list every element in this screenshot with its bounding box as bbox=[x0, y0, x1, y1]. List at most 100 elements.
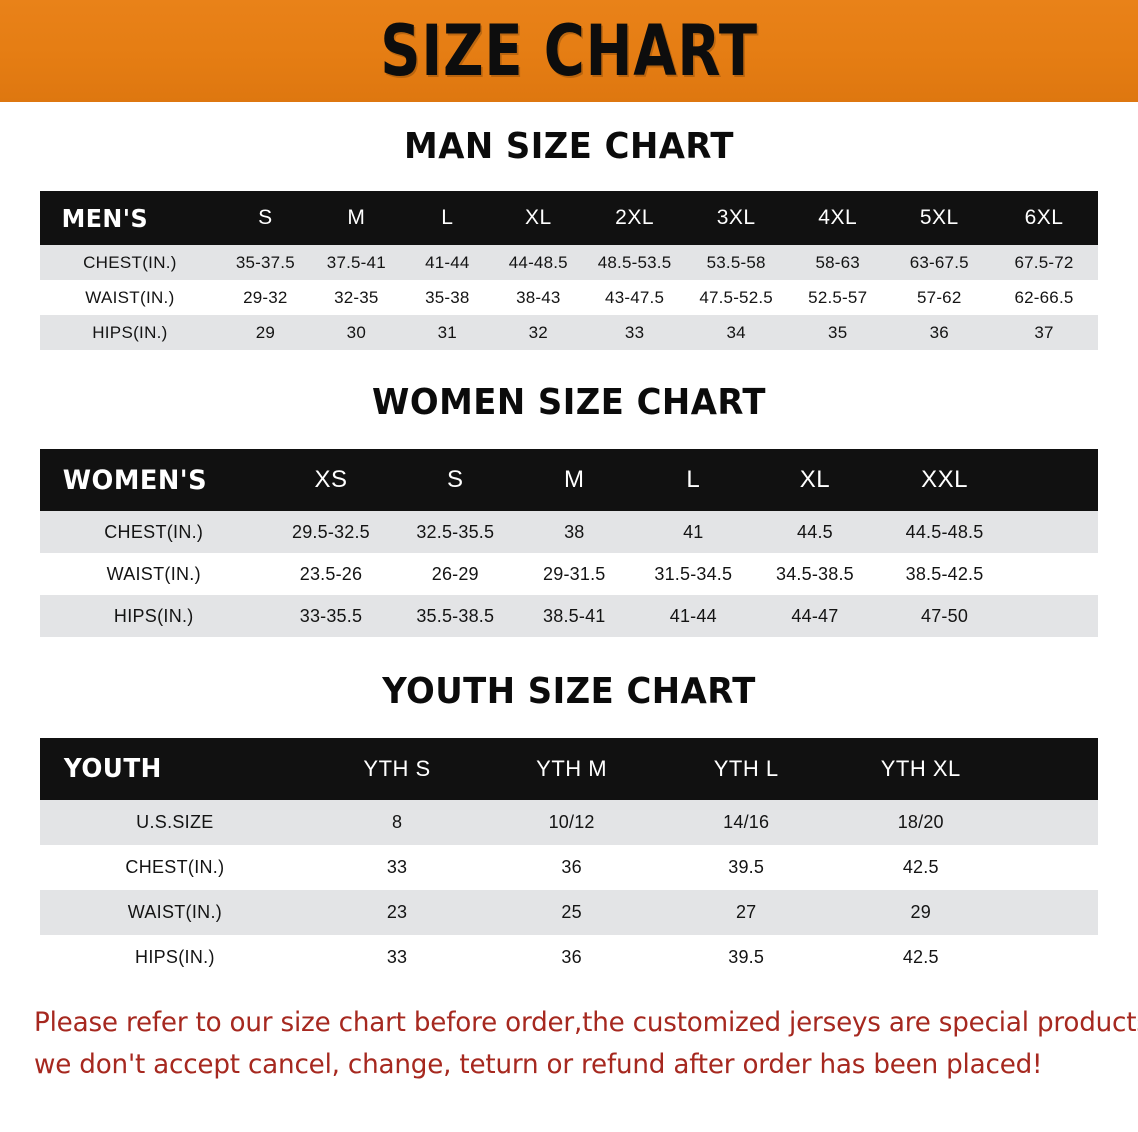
man-cell: 29 bbox=[255, 322, 275, 342]
table-row: HIPS(IN.) 29 30 31 32 33 34 35 36 37 bbox=[40, 315, 1098, 350]
women-cell: 32.5-35.5 bbox=[416, 521, 495, 542]
women-section-title: WOMEN SIZE CHART bbox=[372, 382, 766, 423]
man-cell: 52.5-57 bbox=[808, 287, 868, 307]
man-cell: 29-32 bbox=[243, 287, 288, 307]
youth-cell: 33 bbox=[386, 857, 408, 877]
women-cell-empty bbox=[1013, 511, 1098, 553]
women-cell: 38.5-41 bbox=[543, 605, 606, 626]
man-cell: 33 bbox=[624, 322, 645, 342]
table-row: WAIST(IN.) 23.5-26 26-29 29-31.5 31.5-34… bbox=[40, 553, 1098, 595]
women-cell-empty bbox=[1013, 553, 1098, 595]
women-col-header: S bbox=[447, 466, 464, 493]
man-cell: 57-62 bbox=[917, 287, 962, 307]
youth-cell: 14/16 bbox=[723, 812, 770, 832]
man-col-header: 4XL bbox=[818, 206, 858, 229]
man-section-title: MAN SIZE CHART bbox=[404, 126, 734, 167]
youth-col-header-empty bbox=[1008, 738, 1098, 800]
youth-cell: 29 bbox=[910, 902, 931, 922]
women-cell-empty bbox=[1013, 595, 1098, 637]
women-row-label: CHEST(IN.) bbox=[104, 521, 204, 542]
youth-cell: 42.5 bbox=[902, 857, 939, 877]
youth-section-title: YOUTH SIZE CHART bbox=[382, 671, 756, 712]
man-size-table: MEN'S S M L XL 2XL 3XL 4XL 5XL 6XL CHEST… bbox=[40, 191, 1098, 350]
women-cell: 31.5-34.5 bbox=[654, 563, 733, 584]
youth-row-label: WAIST(IN.) bbox=[127, 902, 223, 922]
youth-cell-empty bbox=[1008, 890, 1098, 935]
man-col-header: 5XL bbox=[919, 206, 959, 229]
man-cell: 36 bbox=[929, 322, 949, 342]
youth-cell: 42.5 bbox=[902, 947, 939, 967]
man-row-label: HIPS(IN.) bbox=[92, 322, 168, 342]
man-header-row: MEN'S S M L XL 2XL 3XL 4XL 5XL 6XL bbox=[40, 191, 1098, 245]
man-col-header: M bbox=[347, 206, 366, 229]
women-cell: 41-44 bbox=[669, 605, 717, 626]
table-row: HIPS(IN.) 33 36 39.5 42.5 bbox=[40, 935, 1098, 980]
table-row: WAIST(IN.) 29-32 32-35 35-38 38-43 43-47… bbox=[40, 280, 1098, 315]
women-cell: 41 bbox=[683, 521, 704, 542]
man-cell: 43-47.5 bbox=[605, 287, 665, 307]
youth-cell: 27 bbox=[735, 902, 757, 922]
man-col-header: 6XL bbox=[1024, 206, 1064, 229]
youth-cell-empty bbox=[1008, 935, 1098, 980]
man-cell: 35 bbox=[828, 322, 848, 342]
disclaimer-line-1: Please refer to our size chart before or… bbox=[34, 1007, 1138, 1038]
women-cell: 29-31.5 bbox=[543, 563, 606, 584]
man-col-header: S bbox=[258, 206, 273, 229]
man-cell: 31 bbox=[437, 322, 457, 342]
women-cell: 34.5-38.5 bbox=[776, 563, 854, 584]
youth-cell-empty bbox=[1008, 800, 1098, 845]
man-cell: 44-48.5 bbox=[508, 252, 568, 272]
man-cell: 35-38 bbox=[425, 287, 470, 307]
women-cell: 23.5-26 bbox=[299, 563, 363, 584]
youth-cell: 23 bbox=[386, 902, 408, 922]
women-cell: 29.5-32.5 bbox=[292, 521, 370, 542]
man-cell: 32 bbox=[528, 322, 548, 342]
man-cell: 48.5-53.5 bbox=[597, 252, 672, 272]
youth-cell: 10/12 bbox=[548, 812, 595, 832]
man-col-header: 3XL bbox=[716, 206, 756, 229]
youth-cell: 36 bbox=[561, 947, 582, 967]
page-banner: SIZE CHART bbox=[0, 0, 1138, 102]
youth-col-header: YTH M bbox=[536, 756, 608, 781]
man-corner-label: MEN'S bbox=[61, 203, 149, 233]
women-cell: 38 bbox=[564, 521, 585, 542]
man-cell: 38-43 bbox=[516, 287, 561, 307]
youth-cell: 36 bbox=[561, 857, 582, 877]
women-col-header: XS bbox=[314, 466, 348, 493]
women-cell: 38.5-42.5 bbox=[905, 563, 984, 584]
youth-row-label: U.S.SIZE bbox=[136, 812, 214, 832]
women-cell: 47-50 bbox=[921, 605, 969, 626]
man-col-header: L bbox=[441, 206, 454, 229]
man-cell: 62-66.5 bbox=[1014, 287, 1074, 307]
table-row: WAIST(IN.) 23 25 27 29 bbox=[40, 890, 1098, 935]
youth-row-label: HIPS(IN.) bbox=[135, 947, 215, 967]
table-row: U.S.SIZE 8 10/12 14/16 18/20 bbox=[40, 800, 1098, 845]
youth-col-header: YTH L bbox=[713, 756, 779, 781]
youth-size-table: YOUTH YTH S YTH M YTH L YTH XL U.S.SIZE … bbox=[40, 738, 1098, 980]
women-col-header: XL bbox=[799, 466, 831, 493]
disclaimer-line-2: we don't accept cancel, change, teturn o… bbox=[34, 1048, 1043, 1080]
women-cell: 44.5-48.5 bbox=[905, 521, 984, 542]
women-col-header: XXL bbox=[921, 466, 968, 493]
women-row-label: WAIST(IN.) bbox=[106, 563, 201, 584]
man-cell: 47.5-52.5 bbox=[699, 287, 773, 307]
women-header-row: WOMEN'S XS S M L XL XXL bbox=[40, 449, 1098, 511]
disclaimer-note: Please refer to our size chart before or… bbox=[34, 1002, 1138, 1086]
women-col-header: L bbox=[686, 466, 701, 493]
man-size-table-wrapper: MEN'S S M L XL 2XL 3XL 4XL 5XL 6XL CHEST… bbox=[40, 191, 1098, 350]
women-cell: 35.5-38.5 bbox=[416, 605, 495, 626]
page-title: SIZE CHART bbox=[380, 10, 758, 92]
table-row: CHEST(IN.) 29.5-32.5 32.5-35.5 38 41 44.… bbox=[40, 511, 1098, 553]
man-cell: 32-35 bbox=[334, 287, 379, 307]
table-row: HIPS(IN.) 33-35.5 35.5-38.5 38.5-41 41-4… bbox=[40, 595, 1098, 637]
youth-header-row: YOUTH YTH S YTH M YTH L YTH XL bbox=[40, 738, 1098, 800]
man-cell: 34 bbox=[726, 322, 746, 342]
man-cell: 37.5-41 bbox=[326, 252, 386, 272]
women-size-table: WOMEN'S XS S M L XL XXL CHEST(IN.) 29.5-… bbox=[40, 449, 1098, 637]
women-size-table-wrapper: WOMEN'S XS S M L XL XXL CHEST(IN.) 29.5-… bbox=[40, 449, 1098, 637]
youth-corner-label: YOUTH bbox=[63, 754, 162, 784]
man-cell: 35-37.5 bbox=[235, 252, 295, 272]
women-cell: 44.5 bbox=[797, 521, 833, 542]
youth-cell: 8 bbox=[391, 812, 403, 832]
youth-cell: 39.5 bbox=[728, 857, 765, 877]
